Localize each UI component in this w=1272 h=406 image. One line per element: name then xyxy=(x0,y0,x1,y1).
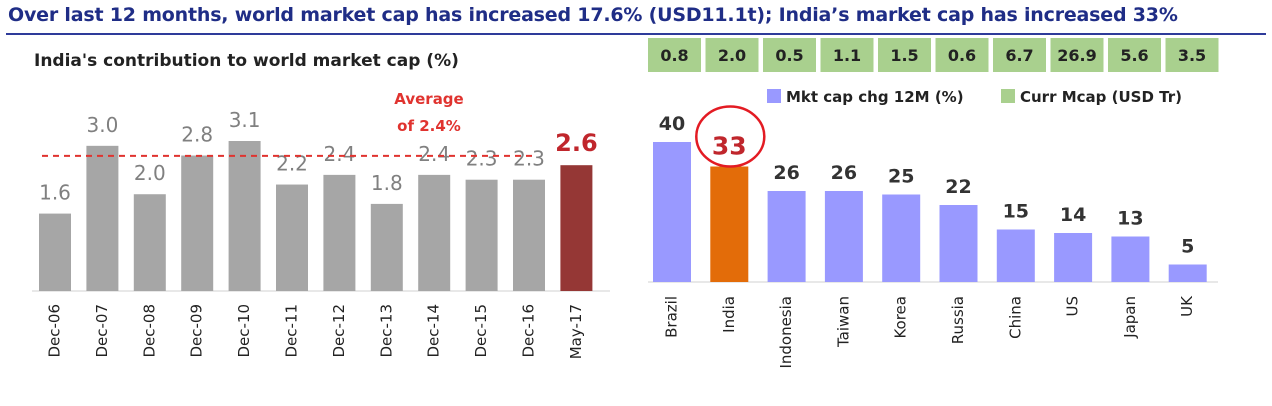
right-bar-India xyxy=(710,166,749,282)
mcap-label: 1.5 xyxy=(890,46,918,65)
left-bar-Dec-12 xyxy=(323,174,356,291)
left-bar-Dec-14 xyxy=(418,174,451,291)
left-value-label: 1.8 xyxy=(371,171,403,195)
right-category-label: India xyxy=(720,296,738,333)
left-value-label: 2.3 xyxy=(513,147,545,171)
right-value-label: 13 xyxy=(1117,208,1143,230)
mcap-box xyxy=(820,38,874,72)
legend-label-curr: Curr Mcap (USD Tr) xyxy=(1020,88,1182,106)
average-label-line1: Average xyxy=(394,90,463,108)
left-value-label: 3.0 xyxy=(86,113,118,137)
left-bar-May-17 xyxy=(560,165,593,291)
mcap-label: 26.9 xyxy=(1057,46,1096,65)
legend-label-mktcap: Mkt cap chg 12M (%) xyxy=(786,88,964,106)
left-category-label: Dec-14 xyxy=(425,304,443,358)
right-category-label: Korea xyxy=(892,296,910,339)
right-value-label: 25 xyxy=(888,166,914,188)
mcap-label: 0.6 xyxy=(948,46,976,65)
left-bar-Dec-06 xyxy=(39,213,71,291)
left-category-label: Dec-16 xyxy=(520,304,538,358)
mcap-box xyxy=(935,38,989,72)
mcap-label: 6.7 xyxy=(1005,46,1033,65)
left-bar-Dec-09 xyxy=(181,155,214,291)
right-bar-UK xyxy=(1168,264,1207,282)
left-value-label: 2.8 xyxy=(181,123,213,147)
left-value-label: 2.0 xyxy=(134,161,166,185)
legend-swatch-curr xyxy=(1001,89,1015,103)
right-bar-Korea xyxy=(882,194,921,282)
right-value-label: 14 xyxy=(1060,204,1086,226)
right-value-label: 40 xyxy=(659,113,685,135)
right-bar-Brazil xyxy=(653,142,691,282)
right-category-label: Indonesia xyxy=(777,296,795,369)
mcap-box xyxy=(648,38,701,72)
right-bar-US xyxy=(1054,233,1093,282)
left-bar-Dec-16 xyxy=(513,179,545,291)
left-value-label: 2.6 xyxy=(555,129,598,157)
left-category-label: Dec-13 xyxy=(377,304,395,358)
right-bar-Taiwan xyxy=(824,191,863,282)
left-bar-Dec-15 xyxy=(465,179,498,291)
right-value-label: 26 xyxy=(773,162,799,184)
mcap-label: 3.5 xyxy=(1178,46,1206,65)
mcap-box xyxy=(1108,38,1161,72)
right-bar-Japan xyxy=(1111,236,1150,282)
right-bar-China xyxy=(996,229,1035,282)
highlight-circle xyxy=(695,105,766,168)
left-value-label: 2.2 xyxy=(276,152,308,176)
mcap-box xyxy=(705,38,759,72)
headline-rule xyxy=(6,33,1266,35)
left-bar-Dec-13 xyxy=(370,203,403,291)
mcap-label: 5.6 xyxy=(1120,46,1148,65)
average-label-line2: of 2.4% xyxy=(397,117,461,135)
right-category-label: UK xyxy=(1178,295,1196,317)
left-value-label: 2.3 xyxy=(466,147,498,171)
mcap-label: 0.8 xyxy=(660,46,688,65)
right-category-label: China xyxy=(1006,296,1024,339)
right-category-label: Brazil xyxy=(663,296,681,338)
right-category-label: Taiwan xyxy=(834,296,852,348)
left-chart-title: India's contribution to world market cap… xyxy=(34,51,459,71)
left-bar-Dec-11 xyxy=(276,184,308,291)
left-category-label: Dec-08 xyxy=(140,304,158,358)
left-bar-Dec-07 xyxy=(86,145,119,291)
left-value-label: 2.4 xyxy=(323,142,355,166)
left-category-label: May-17 xyxy=(567,304,585,359)
left-category-label: Dec-11 xyxy=(283,304,301,358)
left-category-label: Dec-15 xyxy=(472,304,490,358)
mcap-box xyxy=(993,38,1046,72)
mcap-box xyxy=(1165,38,1219,72)
mcap-label: 1.1 xyxy=(833,46,861,65)
left-category-label: Dec-10 xyxy=(235,304,253,358)
right-value-label: 26 xyxy=(831,162,857,184)
right-bar-Indonesia xyxy=(767,191,806,282)
left-bar-Dec-10 xyxy=(228,141,261,291)
left-value-label: 3.1 xyxy=(229,108,261,132)
left-category-label: Dec-09 xyxy=(188,304,206,358)
right-value-label: 5 xyxy=(1181,236,1194,258)
mcap-label: 2.0 xyxy=(718,46,746,65)
left-bar-Dec-08 xyxy=(133,194,166,291)
mcap-label: 0.5 xyxy=(775,46,803,65)
left-category-label: Dec-07 xyxy=(93,304,111,358)
legend-swatch-mktcap xyxy=(767,89,781,103)
right-bar-Russia xyxy=(939,205,978,282)
mcap-box xyxy=(878,38,931,72)
right-value-label: 33 xyxy=(712,132,747,161)
mcap-box xyxy=(763,38,816,72)
left-category-label: Dec-12 xyxy=(330,304,348,358)
left-value-label: 2.4 xyxy=(418,142,450,166)
right-category-label: Russia xyxy=(949,296,967,344)
left-value-label: 1.6 xyxy=(39,181,71,205)
right-category-label: US xyxy=(1064,296,1082,317)
right-category-label: Japan xyxy=(1121,296,1139,339)
headline: Over last 12 months, world market cap ha… xyxy=(8,4,1178,26)
mcap-box xyxy=(1050,38,1104,72)
right-value-label: 15 xyxy=(1003,201,1029,223)
left-category-label: Dec-06 xyxy=(46,304,64,358)
right-value-label: 22 xyxy=(945,176,971,198)
